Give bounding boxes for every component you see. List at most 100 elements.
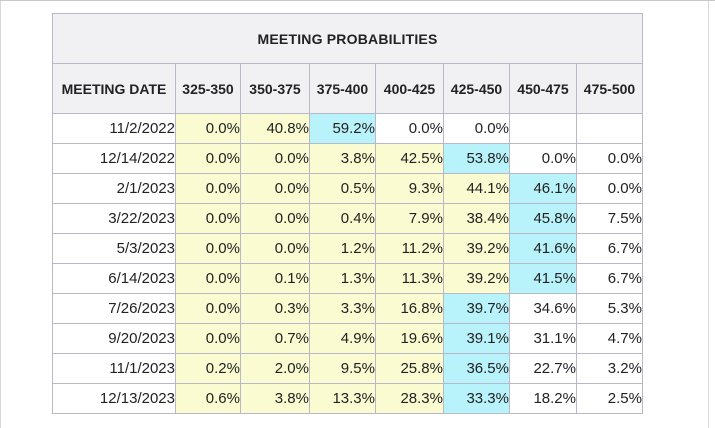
probability-cell: 0.0% xyxy=(240,233,310,264)
meeting-date-cell: 5/3/2023 xyxy=(52,233,176,264)
probability-cell: 38.4% xyxy=(443,203,510,234)
probability-cell: 6.7% xyxy=(576,233,643,264)
probability-cell: 11.2% xyxy=(375,233,444,264)
probability-cell: 33.3% xyxy=(443,383,510,414)
probability-cell: 4.9% xyxy=(309,323,376,354)
probability-cell: 0.0% xyxy=(175,143,241,174)
probability-cell: 0.0% xyxy=(240,143,310,174)
probability-cell: 1.3% xyxy=(309,263,376,294)
probability-cell: 42.5% xyxy=(375,143,444,174)
probability-cell: 0.0% xyxy=(175,263,241,294)
table-row: 3/22/2023 0.0% 0.0% 0.4% 7.9% 38.4% 45.8% 7.5% xyxy=(52,203,643,234)
table-row: 11/1/2023 0.2% 2.0% 9.5% 25.8% 36.5% 22.7% 3.2% xyxy=(52,353,643,384)
table-row: 6/14/2023 0.0% 0.1% 1.3% 11.3% 39.2% 41.5% 6.7% xyxy=(52,263,643,294)
table-body: 11/2/2022 0.0% 40.8% 59.2% 0.0% 0.0% 12/14/202… xyxy=(52,113,643,414)
meeting-probabilities-table: MEETING PROBABILITIES MEETING DATE 325-3… xyxy=(52,13,643,414)
probability-cell: 18.2% xyxy=(509,383,577,414)
probability-cell: 40.8% xyxy=(240,113,310,144)
probability-cell: 7.9% xyxy=(375,203,444,234)
probability-cell: 0.0% xyxy=(175,293,241,324)
header-450-475: 450-475 xyxy=(509,63,577,114)
table-row: 2/1/2023 0.0% 0.0% 0.5% 9.3% 44.1% 46.1% 0.0% xyxy=(52,173,643,204)
probability-cell: 36.5% xyxy=(443,353,510,384)
probability-cell: 39.1% xyxy=(443,323,510,354)
probability-cell: 9.5% xyxy=(309,353,376,384)
probability-cell: 0.0% xyxy=(175,233,241,264)
probability-cell: 46.1% xyxy=(509,173,577,204)
probability-cell: 0.3% xyxy=(240,293,310,324)
probability-cell: 45.8% xyxy=(509,203,577,234)
table-row: 9/20/2023 0.0% 0.7% 4.9% 19.6% 39.1% 31.1% 4.7% xyxy=(52,323,643,354)
probability-cell: 16.8% xyxy=(375,293,444,324)
probability-cell: 31.1% xyxy=(509,323,577,354)
probability-cell: 25.8% xyxy=(375,353,444,384)
probability-cell: 0.7% xyxy=(240,323,310,354)
probability-cell: 7.5% xyxy=(576,203,643,234)
probability-cell: 0.0% xyxy=(576,143,643,174)
probability-cell: 0.0% xyxy=(576,173,643,204)
meeting-date-cell: 11/1/2023 xyxy=(52,353,176,384)
probability-cell: 0.0% xyxy=(175,173,241,204)
right-border xyxy=(708,1,709,428)
table-title: MEETING PROBABILITIES xyxy=(52,13,643,64)
probability-cell: 0.0% xyxy=(175,113,241,144)
left-border xyxy=(0,1,1,428)
probability-cell: 3.3% xyxy=(309,293,376,324)
header-row: MEETING DATE 325-350 350-375 375-400 400… xyxy=(52,63,643,114)
probability-cell: 19.6% xyxy=(375,323,444,354)
probability-cell: 2.5% xyxy=(576,383,643,414)
probability-cell: 22.7% xyxy=(509,353,577,384)
probability-cell: 0.0% xyxy=(240,203,310,234)
probability-cell: 0.0% xyxy=(175,323,241,354)
table-row: 11/2/2022 0.0% 40.8% 59.2% 0.0% 0.0% xyxy=(52,113,643,144)
table-row: 5/3/2023 0.0% 0.0% 1.2% 11.2% 39.2% 41.6% 6.7% xyxy=(52,233,643,264)
meeting-date-cell: 12/14/2022 xyxy=(52,143,176,174)
probability-cell: 0.1% xyxy=(240,263,310,294)
header-400-425: 400-425 xyxy=(375,63,444,114)
meeting-date-cell: 12/13/2023 xyxy=(52,383,176,414)
header-425-450: 425-450 xyxy=(443,63,510,114)
probability-cell: 41.6% xyxy=(509,233,577,264)
probability-cell: 0.0% xyxy=(175,203,241,234)
probability-cell: 34.6% xyxy=(509,293,577,324)
probability-cell: 0.0% xyxy=(509,143,577,174)
probability-cell: 9.3% xyxy=(375,173,444,204)
probability-cell: 53.8% xyxy=(443,143,510,174)
probability-cell: 0.2% xyxy=(175,353,241,384)
probability-cell xyxy=(509,113,577,144)
title-row: MEETING PROBABILITIES xyxy=(52,13,643,64)
table-row: 7/26/2023 0.0% 0.3% 3.3% 16.8% 39.7% 34.6% 5.3% xyxy=(52,293,643,324)
meeting-date-cell: 9/20/2023 xyxy=(52,323,176,354)
probability-cell: 0.0% xyxy=(443,113,510,144)
probability-cell: 0.6% xyxy=(175,383,241,414)
probability-cell: 3.8% xyxy=(309,143,376,174)
probability-cell: 0.0% xyxy=(375,113,444,144)
probability-cell: 11.3% xyxy=(375,263,444,294)
probability-cell: 3.2% xyxy=(576,353,643,384)
probability-cell: 39.2% xyxy=(443,263,510,294)
meeting-date-cell: 3/22/2023 xyxy=(52,203,176,234)
probability-cell: 3.8% xyxy=(240,383,310,414)
header-325-350: 325-350 xyxy=(175,63,241,114)
header-350-375: 350-375 xyxy=(240,63,310,114)
meeting-date-cell: 11/2/2022 xyxy=(52,113,176,144)
meeting-date-cell: 7/26/2023 xyxy=(52,293,176,324)
meeting-date-cell: 2/1/2023 xyxy=(52,173,176,204)
table-row: 12/14/2022 0.0% 0.0% 3.8% 42.5% 53.8% 0.0% 0.0% xyxy=(52,143,643,174)
probability-cell: 39.2% xyxy=(443,233,510,264)
table-row: 12/13/2023 0.6% 3.8% 13.3% 28.3% 33.3% 18.2% 2.… xyxy=(52,383,643,414)
probability-cell: 2.0% xyxy=(240,353,310,384)
probability-cell: 28.3% xyxy=(375,383,444,414)
probability-cell: 0.5% xyxy=(309,173,376,204)
probability-cell: 44.1% xyxy=(443,173,510,204)
probability-cell: 59.2% xyxy=(309,113,376,144)
probability-cell: 4.7% xyxy=(576,323,643,354)
meeting-date-cell: 6/14/2023 xyxy=(52,263,176,294)
probability-cell: 39.7% xyxy=(443,293,510,324)
probability-cell: 6.7% xyxy=(576,263,643,294)
probability-cell: 5.3% xyxy=(576,293,643,324)
probability-cell xyxy=(576,113,643,144)
header-375-400: 375-400 xyxy=(309,63,376,114)
header-meeting-date: MEETING DATE xyxy=(52,63,176,114)
